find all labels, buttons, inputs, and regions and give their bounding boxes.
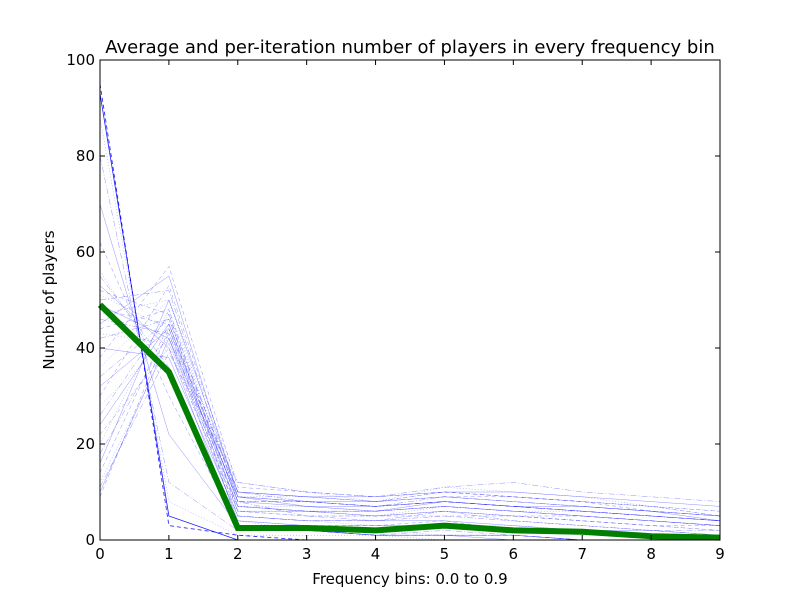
y-tick-label: 0 <box>85 531 95 549</box>
x-tick-label: 3 <box>302 545 312 563</box>
y-tick-label: 100 <box>66 51 95 69</box>
y-tick-label: 80 <box>76 147 95 165</box>
chart-title: Average and per-iteration number of play… <box>105 37 715 58</box>
iteration-line <box>99 347 721 536</box>
x-axis: 0 1 2 3 4 5 6 7 8 9 <box>95 60 725 563</box>
y-axis-label: Number of players <box>40 230 58 369</box>
y-tick-label: 20 <box>76 435 95 453</box>
average-line <box>97 302 721 541</box>
iteration-line <box>99 299 721 507</box>
x-tick-label: 6 <box>509 545 519 563</box>
x-tick-label: 9 <box>715 545 725 563</box>
iteration-line <box>99 337 721 517</box>
iteration-line <box>99 328 721 512</box>
x-tick-label: 8 <box>646 545 656 563</box>
y-tick-label: 60 <box>76 243 95 261</box>
x-tick-label: 5 <box>440 545 450 563</box>
x-tick-label: 2 <box>233 545 243 563</box>
plot-frame <box>99 59 721 541</box>
iteration-line <box>99 342 721 521</box>
x-tick-label: 7 <box>577 545 587 563</box>
x-tick-label: 4 <box>371 545 381 563</box>
iteration-line <box>99 323 721 521</box>
iteration-line <box>99 117 720 541</box>
x-tick-label: 1 <box>164 545 174 563</box>
y-tick-label: 40 <box>76 339 95 357</box>
x-tick-label: 0 <box>95 545 105 563</box>
y-axis: 0 20 40 60 80 100 <box>66 51 720 549</box>
x-axis-label: Frequency bins: 0.0 to 0.9 <box>312 570 507 588</box>
